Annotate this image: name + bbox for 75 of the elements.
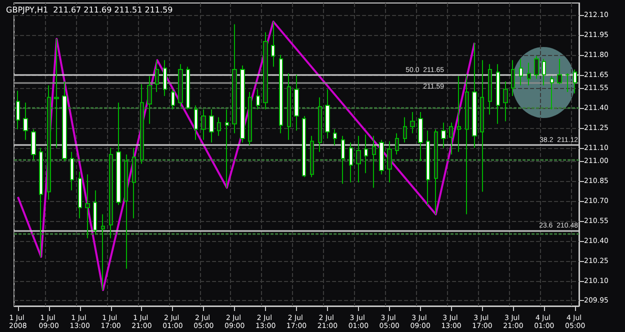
candlestick [403, 116, 407, 144]
candlestick [54, 38, 59, 148]
candlestick [565, 72, 570, 93]
candlestick [542, 58, 546, 86]
candlestick [410, 111, 415, 134]
candlestick [201, 108, 206, 140]
candlestick [449, 122, 453, 155]
candlestick [372, 135, 376, 188]
candlestick [318, 96, 322, 152]
candlestick [488, 64, 492, 116]
line-series [16, 20, 476, 292]
candlestick [217, 116, 221, 136]
candlestick [480, 60, 484, 192]
candlestick [93, 190, 97, 235]
candlestick [31, 128, 36, 160]
candlestick [232, 24, 237, 134]
candlestick [70, 151, 74, 191]
candlestick [418, 111, 423, 162]
candlestick [302, 115, 306, 178]
candlestick [457, 76, 461, 152]
candlestick [147, 76, 152, 124]
candlestick [519, 58, 523, 86]
candlestick [225, 108, 229, 188]
candlestick [441, 122, 446, 148]
candlestick [294, 74, 299, 132]
candlestick [349, 142, 353, 183]
candlestick [527, 62, 531, 86]
candlestick [511, 60, 515, 97]
candlestick [279, 54, 283, 134]
candlestick [472, 42, 477, 148]
candlestick [341, 135, 345, 184]
candlestick [194, 104, 198, 140]
candlestick [78, 171, 82, 219]
candlestick [109, 147, 113, 239]
candlestick [387, 140, 392, 183]
candlestick [140, 84, 144, 164]
candlestick [395, 132, 399, 155]
candlestick [23, 102, 28, 140]
candlestick [333, 128, 337, 146]
candlestick [496, 64, 500, 124]
candlestick [557, 58, 562, 85]
candlestick [534, 56, 539, 80]
candlestick [573, 68, 577, 94]
candlestick [426, 130, 430, 206]
candlestick [101, 214, 105, 291]
candlestick [186, 66, 190, 110]
candlestick [39, 147, 43, 258]
candlestick [379, 139, 384, 175]
candlestick [47, 84, 51, 200]
chart-title: GBPJPY,H1 211.67 211.69 211.51 211.59 [6, 6, 173, 14]
candlestick [132, 147, 136, 219]
candlestick [178, 64, 183, 108]
candlestick [256, 88, 260, 110]
candlestick [263, 32, 268, 110]
candlestick [356, 135, 361, 183]
candlestick [248, 92, 252, 146]
candlestick [163, 60, 167, 97]
candlestick [85, 174, 90, 239]
candlestick [325, 88, 330, 140]
candlestick [124, 154, 128, 270]
candlestick [550, 76, 554, 110]
candlestick [16, 90, 20, 130]
candlestick [364, 134, 368, 174]
candlestick [240, 64, 245, 144]
candlestick [310, 135, 314, 178]
candlestick [155, 60, 159, 93]
candlestick [62, 80, 67, 162]
candlestick [287, 72, 291, 140]
candlestick [503, 80, 508, 122]
candlestick [465, 74, 469, 215]
candlestick [271, 21, 275, 68]
candlestick [171, 88, 175, 110]
candlestick [116, 102, 121, 206]
candlestick [434, 128, 438, 215]
candlestick [209, 108, 214, 144]
